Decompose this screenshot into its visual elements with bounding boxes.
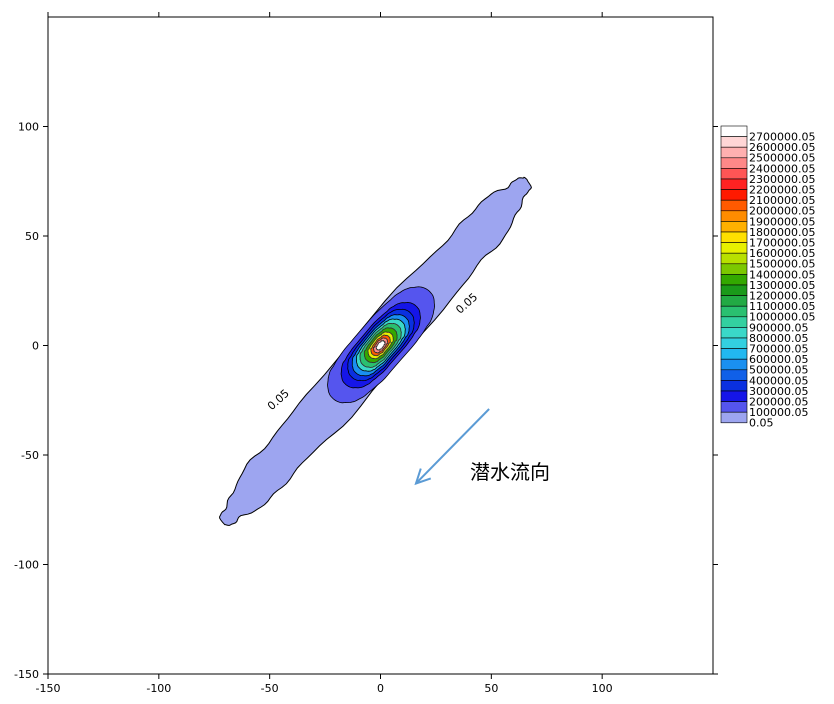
legend-swatch	[720, 401, 748, 413]
legend-label: 1700000.05	[749, 237, 815, 250]
legend-label: 1000000.05	[749, 311, 815, 324]
legend-swatch	[720, 263, 748, 275]
legend-label: 300000.05	[749, 385, 809, 398]
legend-label: 700000.05	[749, 343, 809, 356]
legend-swatch	[720, 337, 748, 349]
legend-swatch	[720, 274, 748, 286]
legend-swatch	[720, 168, 748, 180]
legend-swatch	[720, 178, 748, 190]
y-tick-label: -100	[14, 559, 39, 572]
legend-label: 2700000.05	[749, 131, 815, 144]
contour-label: 0.05	[265, 387, 292, 413]
y-tick-label: 50	[25, 230, 39, 243]
legend-label: 1300000.05	[749, 279, 815, 292]
legend-label: 100000.05	[749, 406, 809, 419]
legend-swatch	[720, 348, 748, 360]
legend-swatch	[720, 136, 748, 148]
legend-swatch	[720, 295, 748, 307]
legend-swatch	[720, 327, 748, 339]
y-tick-label: 0	[32, 340, 39, 353]
x-tick-label: 100	[592, 682, 613, 695]
y-tick-label: -150	[14, 668, 39, 681]
y-tick-label: -50	[21, 449, 39, 462]
flow-arrow-shaft	[415, 408, 490, 485]
legend-label: 1900000.05	[749, 215, 815, 228]
legend-label: 1800000.05	[749, 226, 815, 239]
legend-swatch	[720, 199, 748, 212]
legend-swatch	[720, 411, 748, 424]
legend-label: 2300000.05	[749, 173, 815, 186]
legend-swatch	[720, 189, 748, 201]
flow-annotation: 潜水流向	[414, 408, 550, 486]
legend-swatch	[720, 380, 748, 392]
contour-band	[375, 339, 386, 351]
legend-label: 2500000.05	[749, 152, 815, 165]
legend-label: 0.05	[749, 417, 774, 430]
x-tick-label: 0	[377, 682, 384, 695]
axes: -150 -100 -50 0 50 100 100 50 0 -50 -100 -150	[14, 12, 718, 695]
legend-swatch	[720, 358, 748, 371]
x-tick-label: -100	[146, 682, 171, 695]
legend-label: 2000000.05	[749, 205, 815, 218]
legend-label: 1100000.05	[749, 300, 815, 313]
legend-label: 200000.05	[749, 396, 809, 409]
flow-arrow-head	[414, 468, 432, 486]
legend-label: 2600000.05	[749, 141, 815, 154]
legend-swatch	[720, 146, 748, 159]
x-tick-label: -50	[261, 682, 279, 695]
legend-label: 500000.05	[749, 364, 809, 377]
legend-label: 2400000.05	[749, 162, 815, 175]
legend-swatch	[720, 125, 748, 137]
legend-swatch	[720, 210, 748, 222]
legend-swatch	[720, 390, 748, 402]
legend-swatch	[720, 305, 748, 318]
legend-label: 1500000.05	[749, 258, 815, 271]
legend-swatch	[720, 316, 748, 328]
legend-swatch	[720, 221, 748, 233]
legend-label: 400000.05	[749, 374, 809, 387]
legend-swatch	[720, 284, 748, 296]
legend-label: 900000.05	[749, 321, 809, 334]
legend-label: 2100000.05	[749, 194, 815, 207]
flow-direction-label: 潜水流向	[470, 460, 550, 484]
legend-swatch	[720, 369, 748, 381]
plot-area: 0.05 0.05	[219, 176, 532, 526]
x-tick-label: 50	[484, 682, 498, 695]
x-tick-label: -150	[36, 682, 61, 695]
legend-label: 1400000.05	[749, 268, 815, 281]
contour-label: 0.05	[453, 290, 480, 316]
legend-swatch	[720, 231, 748, 243]
legend-label: 1600000.05	[749, 247, 815, 260]
y-tick-label: 100	[18, 121, 39, 134]
legend-label: 600000.05	[749, 353, 809, 366]
legend-label: 2200000.05	[749, 184, 815, 197]
legend-swatch	[720, 252, 748, 265]
legend-label: 800000.05	[749, 332, 809, 345]
legend-swatch	[720, 242, 748, 254]
legend-label: 1200000.05	[749, 290, 815, 303]
legend: 2700000.052600000.052500000.052400000.05…	[720, 125, 815, 430]
legend-swatch	[720, 157, 748, 169]
